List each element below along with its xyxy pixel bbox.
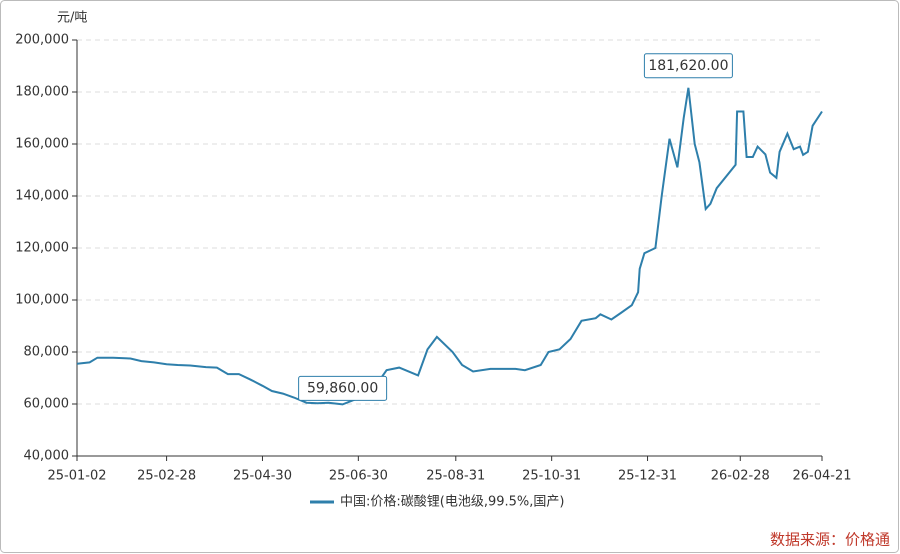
y-tick-label: 40,000 [24,449,70,464]
series-line [76,87,823,406]
x-tick-label: 25-08-31 [426,469,485,484]
x-tick-label: 25-01-02 [47,469,106,484]
y-tick-label: 80,000 [24,345,70,360]
x-tick-label: 25-06-30 [329,469,388,484]
annotation-box [643,53,733,79]
y-tick-label: 200,000 [15,33,69,48]
annotation-label: 59,860.00 [307,380,378,396]
y-tick-label: 60,000 [24,397,70,412]
x-tick-label: 25-02-28 [137,469,196,484]
source: 数据来源：价格通 [770,531,890,549]
x-tick-label: 26-02-28 [711,469,770,484]
y-tick-label: 160,000 [15,137,69,152]
x-tick-label: 25-10-31 [522,469,581,484]
x-tick-label: 25-04-30 [233,469,292,484]
x-tick-label: 25-12-31 [618,469,677,484]
y-tick-label: 140,000 [15,189,69,204]
annotation-label: 181,620.00 [648,58,728,74]
y-unit: 元/吨 [57,11,87,26]
y-tick-label: 120,000 [15,241,69,256]
x-tick-label: 26-04-21 [792,469,851,484]
annotation-box [298,375,388,401]
y-tick-label: 180,000 [15,85,69,100]
legend-label: 中国:价格:碳酸锂(电池级,99.5%,国产) [340,494,564,510]
y-tick-label: 100,000 [15,293,69,308]
